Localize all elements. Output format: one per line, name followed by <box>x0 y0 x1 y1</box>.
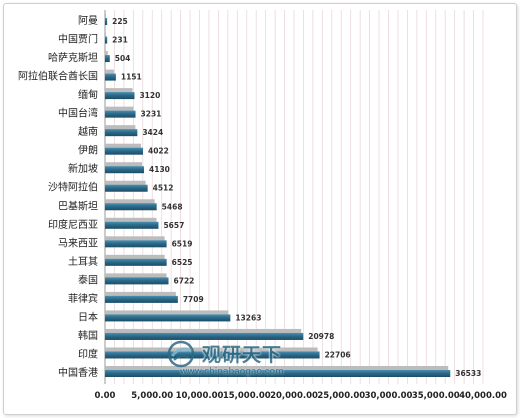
x-tick-label: 15,000.00 <box>223 391 271 401</box>
bar <box>105 351 320 359</box>
bars <box>105 14 451 377</box>
bar <box>105 73 116 81</box>
bar <box>105 129 138 137</box>
data-label: 1151 <box>121 73 142 82</box>
category-label: 阿曼 <box>78 15 98 27</box>
bar-shadow <box>105 273 167 279</box>
data-label: 5468 <box>162 202 183 211</box>
category-label: 印度 <box>78 347 98 360</box>
data-label: 231 <box>112 36 128 45</box>
bar <box>105 92 135 100</box>
bar-shadow <box>105 366 449 371</box>
category-label: 菲律宾 <box>68 292 98 305</box>
bar <box>105 184 148 192</box>
data-label: 13263 <box>235 313 261 322</box>
bar <box>105 221 159 229</box>
category-labels: 阿曼中国贾门哈萨克斯坦阿拉伯联合酋长国缅甸中国台湾越南伊朗新加坡沙特阿拉伯巴基斯… <box>18 15 98 379</box>
bar-shadow <box>105 236 165 242</box>
category-label: 哈萨克斯坦 <box>48 51 98 64</box>
bar <box>105 258 167 266</box>
bar <box>105 203 157 211</box>
category-label: 土耳其 <box>68 255 98 268</box>
data-label: 5657 <box>163 221 184 230</box>
data-label: 20978 <box>308 332 334 341</box>
bar-shadow <box>105 347 318 353</box>
category-label: 印度尼西亚 <box>48 218 98 231</box>
bar <box>105 166 145 174</box>
bar-shadow <box>105 328 302 334</box>
x-tick-label: 30,000.00 <box>365 391 413 401</box>
bar-shadow <box>105 291 176 297</box>
bar-shadow <box>105 88 133 94</box>
bar-shadow <box>105 14 106 19</box>
data-label: 504 <box>115 54 131 63</box>
bar-shadow <box>105 51 108 57</box>
x-tick-label: 20,000.00 <box>270 391 318 401</box>
x-tick-label: 40,000.00 <box>459 391 507 401</box>
x-tick-label: 10,000.00 <box>176 391 224 401</box>
category-label: 泰国 <box>78 273 98 286</box>
bar <box>105 36 108 44</box>
value-labels: 225 231 504 1151 3120 3231 3424 4022 4130 4512 546… <box>112 17 481 378</box>
bar-shadow <box>105 310 229 316</box>
bar <box>105 277 169 285</box>
category-label: 巴基斯坦 <box>58 199 98 212</box>
data-label: 6519 <box>172 239 193 248</box>
bar <box>105 55 110 63</box>
category-label: 伊朗 <box>78 145 98 157</box>
bar-shadow <box>105 199 155 205</box>
data-label: 3424 <box>142 128 163 137</box>
category-label: 越南 <box>78 125 98 138</box>
bar-shadow <box>105 180 146 186</box>
bar <box>105 147 144 155</box>
bar <box>105 18 108 25</box>
category-label: 沙特阿拉伯 <box>48 181 98 194</box>
bar-shadow <box>105 32 106 38</box>
category-label: 新加坡 <box>68 162 98 175</box>
data-label: 3231 <box>141 110 162 119</box>
bar-shadow <box>105 125 136 131</box>
category-label: 中国香港 <box>58 366 98 379</box>
bar <box>105 314 231 322</box>
data-label: 3120 <box>139 91 160 100</box>
data-label: 6525 <box>172 258 193 267</box>
gridlines <box>114 10 484 384</box>
category-label: 马来西亚 <box>58 237 98 249</box>
bar-shadow <box>105 69 114 75</box>
x-tick-label: 5,000.00 <box>131 391 173 401</box>
bar-shadow <box>105 217 157 223</box>
bar <box>105 295 178 303</box>
bar-shadow <box>105 143 142 149</box>
data-label: 6722 <box>174 276 195 285</box>
data-label: 36533 <box>455 369 481 378</box>
x-tick-label: 0.00 <box>95 391 116 401</box>
category-label: 阿拉伯联合酋长国 <box>18 70 98 83</box>
category-label: 缅甸 <box>78 88 98 101</box>
data-label: 4130 <box>149 165 170 174</box>
category-label: 中国台湾 <box>58 107 98 120</box>
bar <box>105 240 167 248</box>
data-label: 4512 <box>153 184 174 193</box>
chart-frame <box>3 3 517 415</box>
bar-shadow <box>105 162 143 168</box>
data-label: 7709 <box>183 295 204 304</box>
bar-shadow <box>105 106 134 112</box>
data-label: 225 <box>112 17 128 26</box>
bar <box>105 332 304 340</box>
x-tick-label: 35,000.00 <box>412 391 460 401</box>
x-tick-label: 25,000.00 <box>317 391 365 401</box>
bar-shadow <box>105 254 165 260</box>
bar <box>105 370 451 377</box>
category-label: 日本 <box>78 310 98 323</box>
data-label: 4022 <box>148 147 169 156</box>
category-label: 韩国 <box>78 329 98 342</box>
data-label: 22706 <box>325 350 351 359</box>
bar <box>105 110 136 118</box>
x-tick-labels: 0.00 5,000.00 10,000.00 15,000.00 20,000.00 2… <box>95 391 508 401</box>
category-label: 中国贾门 <box>58 33 98 46</box>
